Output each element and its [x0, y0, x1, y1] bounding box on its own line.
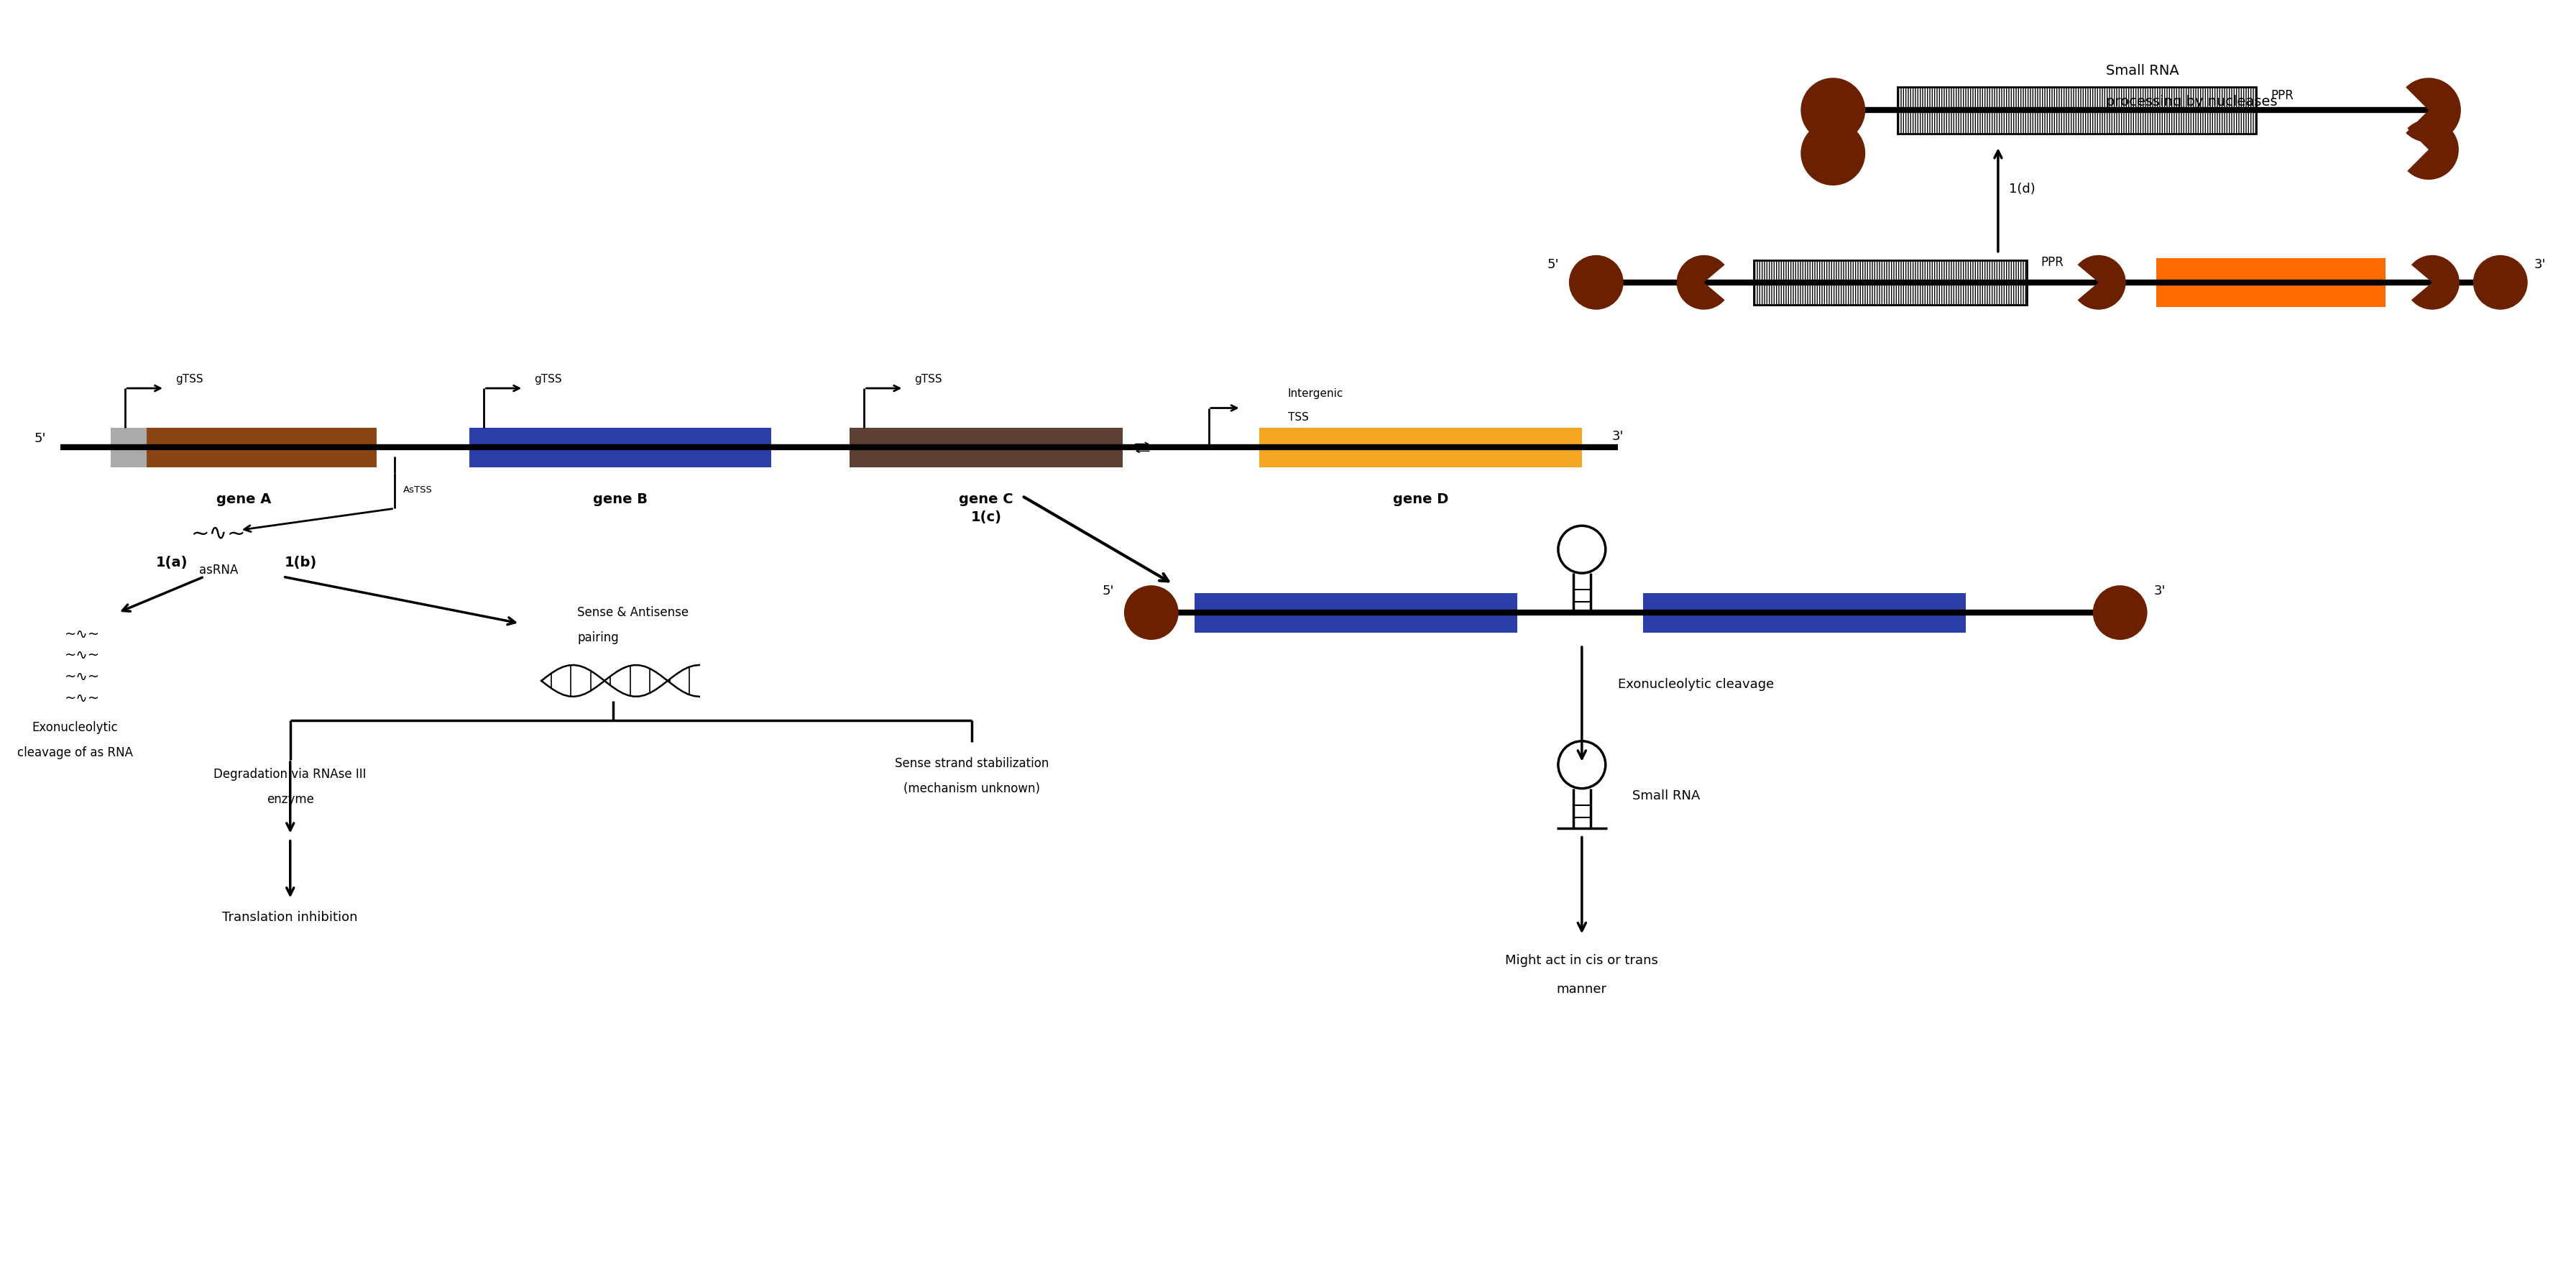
Text: Exonucleolytic cleavage: Exonucleolytic cleavage: [1618, 678, 1775, 691]
Wedge shape: [1677, 255, 1726, 310]
Text: gTSS: gTSS: [914, 373, 943, 385]
Text: AsTSS: AsTSS: [402, 485, 433, 494]
Text: gene A: gene A: [216, 493, 270, 506]
Circle shape: [2092, 585, 2148, 640]
Bar: [147, 428, 376, 468]
Text: Translation inhibition: Translation inhibition: [222, 911, 358, 924]
Bar: [2156, 257, 2385, 307]
Text: 1(a): 1(a): [155, 555, 188, 569]
Text: ~∿~: ~∿~: [191, 524, 245, 544]
Text: gene B: gene B: [592, 493, 647, 506]
Text: 1(d): 1(d): [2009, 182, 2035, 195]
Text: gene C: gene C: [958, 493, 1012, 506]
Text: PPR: PPR: [2269, 89, 2293, 102]
Text: gene D: gene D: [1394, 493, 1448, 506]
Text: TSS: TSS: [1288, 412, 1309, 423]
Text: cleavage of as RNA: cleavage of as RNA: [18, 747, 134, 759]
Circle shape: [1801, 78, 1865, 143]
Circle shape: [1123, 585, 1180, 640]
Bar: [469, 428, 770, 468]
Text: ~∿~: ~∿~: [64, 670, 100, 684]
Wedge shape: [2409, 120, 2458, 180]
Text: Small RNA: Small RNA: [1633, 789, 1700, 803]
Text: 5': 5': [1548, 257, 1558, 271]
Text: 3': 3': [2154, 585, 2166, 598]
Bar: [1754, 260, 2027, 304]
Text: Exonucleolytic: Exonucleolytic: [31, 721, 118, 734]
Text: pairing: pairing: [577, 631, 618, 645]
Text: ~∿~: ~∿~: [64, 692, 100, 706]
Bar: [111, 428, 147, 468]
Text: (mechanism unknown): (mechanism unknown): [904, 782, 1041, 795]
Circle shape: [1558, 741, 1605, 789]
Wedge shape: [2411, 255, 2460, 310]
Bar: [1260, 428, 1582, 468]
Circle shape: [2473, 255, 2527, 310]
Text: processing by nucleases: processing by nucleases: [2105, 94, 2277, 108]
Bar: [1195, 592, 1517, 632]
Circle shape: [1801, 121, 1865, 186]
Text: ~∿~: ~∿~: [64, 627, 100, 641]
Circle shape: [1569, 255, 1623, 310]
Text: 3': 3': [1613, 431, 1623, 443]
Bar: [850, 428, 1123, 468]
Text: 5': 5': [33, 432, 46, 446]
Text: Degradation via RNAse III: Degradation via RNAse III: [214, 768, 366, 781]
Text: gTSS: gTSS: [175, 373, 204, 385]
Text: 5': 5': [1103, 585, 1115, 598]
Text: 3': 3': [2535, 257, 2545, 271]
Text: Small RNA: Small RNA: [2105, 64, 2179, 78]
Text: asRNA: asRNA: [198, 564, 237, 577]
Wedge shape: [2079, 255, 2125, 310]
Text: gTSS: gTSS: [533, 373, 562, 385]
Text: Sense strand stabilization: Sense strand stabilization: [894, 757, 1048, 769]
Text: 1(c): 1(c): [971, 511, 1002, 525]
Text: Intergenic: Intergenic: [1288, 389, 1342, 399]
Text: Might act in cis or trans: Might act in cis or trans: [1504, 954, 1659, 967]
Text: Sense & Antisense: Sense & Antisense: [577, 606, 688, 619]
Text: 1(b): 1(b): [286, 555, 317, 569]
Bar: [1899, 87, 2257, 134]
Bar: [1643, 592, 1965, 632]
Text: PPR: PPR: [2040, 256, 2063, 269]
Text: enzyme: enzyme: [265, 792, 314, 805]
Text: ~∿~: ~∿~: [64, 648, 100, 662]
Text: manner: manner: [1556, 984, 1607, 996]
Wedge shape: [2406, 78, 2460, 143]
Circle shape: [1558, 526, 1605, 573]
